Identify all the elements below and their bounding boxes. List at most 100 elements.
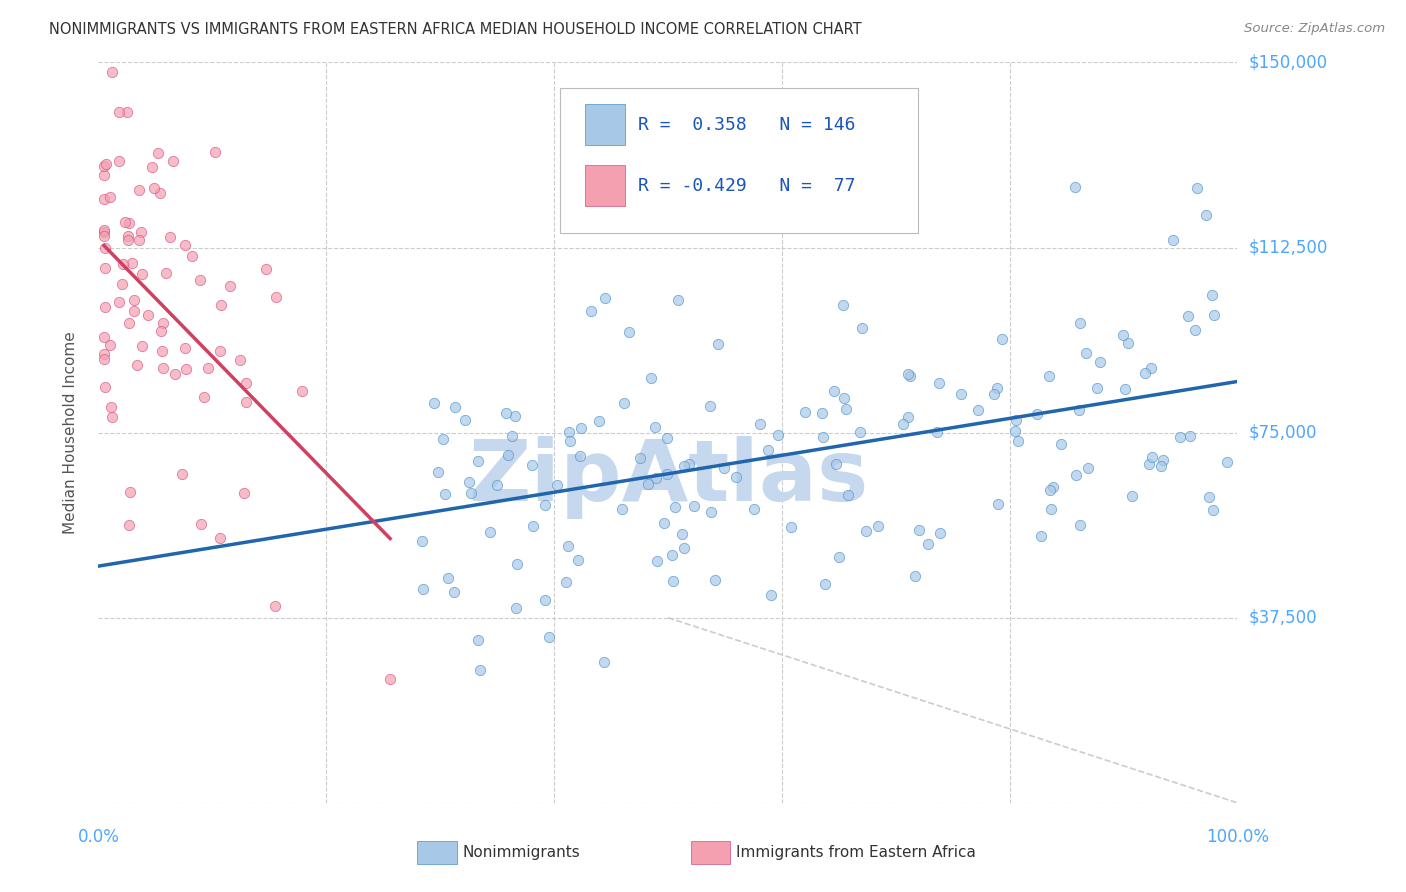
Point — [458, 475, 481, 490]
Point — [443, 584, 465, 599]
Point — [761, 588, 783, 602]
Point — [111, 277, 134, 292]
Point — [756, 135, 779, 149]
Point — [190, 517, 212, 532]
Point — [644, 419, 666, 434]
Point — [1204, 308, 1226, 322]
Point — [823, 384, 845, 398]
Point — [148, 146, 170, 161]
Point — [141, 160, 163, 174]
Point — [1161, 233, 1184, 247]
Point — [1029, 529, 1052, 543]
Point — [1116, 336, 1139, 351]
Point — [1085, 381, 1108, 395]
Point — [811, 407, 834, 421]
Point — [1088, 354, 1111, 368]
Text: R = -0.429   N =  77: R = -0.429 N = 77 — [638, 177, 856, 194]
Point — [814, 576, 837, 591]
Point — [131, 339, 153, 353]
Point — [412, 582, 434, 596]
Point — [851, 321, 873, 335]
Point — [534, 498, 557, 512]
Point — [567, 553, 589, 567]
Point — [1168, 430, 1191, 444]
Point — [505, 409, 527, 424]
Point — [1195, 208, 1218, 222]
Text: $112,500: $112,500 — [1249, 238, 1327, 257]
Bar — [418, 841, 457, 863]
Point — [111, 257, 134, 271]
Point — [460, 485, 482, 500]
Point — [655, 467, 678, 481]
Point — [569, 449, 592, 463]
Point — [756, 442, 779, 457]
Point — [411, 534, 433, 549]
Point — [700, 505, 723, 519]
Text: $150,000: $150,000 — [1249, 54, 1327, 71]
Point — [522, 519, 544, 533]
Point — [506, 557, 529, 571]
Text: NONIMMIGRANTS VS IMMIGRANTS FROM EASTERN AFRICA MEDIAN HOUSEHOLD INCOME CORRELAT: NONIMMIGRANTS VS IMMIGRANTS FROM EASTERN… — [49, 22, 862, 37]
Point — [637, 477, 659, 491]
Point — [129, 225, 152, 239]
Point — [118, 518, 141, 533]
Y-axis label: Median Household Income: Median Household Income — [63, 331, 77, 534]
Point — [101, 65, 124, 79]
Point — [724, 470, 747, 484]
Point — [152, 360, 174, 375]
Point — [131, 267, 153, 281]
Point — [588, 414, 610, 428]
Text: $37,500: $37,500 — [1249, 608, 1317, 627]
Point — [1069, 517, 1091, 532]
Point — [219, 279, 242, 293]
Point — [94, 380, 117, 394]
Point — [520, 458, 543, 472]
Point — [114, 214, 136, 228]
Point — [1177, 309, 1199, 323]
Point — [155, 266, 177, 280]
Point — [94, 241, 117, 255]
Point — [534, 593, 557, 607]
Point — [117, 233, 139, 247]
Point — [928, 376, 950, 390]
Point — [831, 298, 853, 312]
Point — [378, 673, 401, 687]
Point — [917, 536, 939, 550]
Point — [1121, 489, 1143, 503]
Point — [555, 574, 578, 589]
Point — [264, 599, 287, 613]
Point — [128, 233, 150, 247]
Point — [1004, 413, 1026, 427]
Point — [118, 216, 141, 230]
Point — [94, 301, 117, 315]
Point — [661, 549, 683, 563]
Point — [1201, 288, 1223, 302]
Point — [174, 237, 197, 252]
Point — [208, 531, 231, 545]
Point — [1025, 408, 1047, 422]
Text: Immigrants from Eastern Africa: Immigrants from Eastern Africa — [737, 845, 976, 860]
Point — [444, 401, 467, 415]
Point — [866, 519, 889, 533]
Point — [423, 396, 446, 410]
Point — [825, 457, 848, 471]
Point — [983, 387, 1005, 401]
Text: Nonimmigrants: Nonimmigrants — [463, 845, 581, 860]
Point — [828, 550, 851, 565]
Point — [496, 448, 519, 462]
Point — [98, 338, 121, 352]
Point — [432, 432, 454, 446]
Point — [538, 630, 561, 644]
Point — [1069, 316, 1091, 330]
Point — [163, 368, 186, 382]
Bar — [690, 841, 731, 863]
Point — [557, 539, 579, 553]
Point — [671, 527, 693, 541]
Point — [683, 499, 706, 513]
Point — [1114, 382, 1136, 396]
Point — [118, 317, 141, 331]
Point — [93, 168, 115, 182]
Point — [1137, 457, 1160, 471]
Point — [434, 487, 457, 501]
Point — [122, 293, 145, 307]
